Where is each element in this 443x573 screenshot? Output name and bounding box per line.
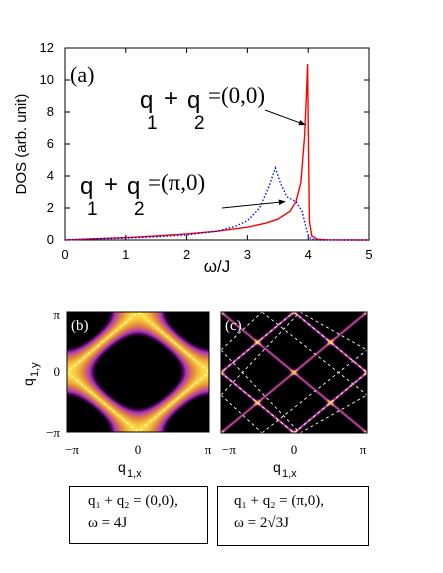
series-label-pi0-q2: q [127,173,140,200]
heatmap-image-c [221,312,367,433]
series-label-pi0: q 1 + q 2 =(π,0) [80,170,205,220]
series-label-pi0-sub1: 1 [87,199,98,220]
pointer-arrow-0 [264,109,306,126]
x-axis-sub-c: 1,x [282,468,297,480]
series-label-00-sub2: 2 [194,113,205,134]
series-label-pi0-plus: + [104,171,118,198]
y-tick-label-a: 6 [47,136,54,151]
x-tick-c-0: 0 [291,442,298,457]
x-axis-label-b: q [118,459,126,475]
series-label-pi0-value: =(π,0) [148,170,205,195]
y-tick-label-a: 2 [47,200,54,215]
y-tick-b-0: 0 [54,364,61,379]
y-tick-label-a: 10 [40,72,54,87]
guide-line-c-6 [261,311,368,396]
x-axis-label: ω/J [204,257,231,276]
series-label-pi0-sub2: 2 [134,199,145,220]
guide-line-c-7 [299,311,368,351]
x-tick-label-a: 0 [61,247,68,262]
series-label-00: q 1 + q 2 =(0,0) [140,83,265,134]
heatmap-c: (c) −π 0 π q 1,x [220,311,368,480]
caption-b-line1: q₁ + q₂ = (0,0), [88,493,178,509]
x-tick-label-a: 1 [122,247,129,262]
series-label-00-sub1: 1 [147,113,158,134]
series-line-0 [64,63,370,241]
y-tick-label-a: 0 [47,232,54,247]
y-tick-b-neg: −π [46,425,60,440]
x-tick-label-a: 5 [365,247,372,262]
series-label-00-plus: + [164,85,178,112]
x-tick-label-a: 3 [244,247,251,262]
y-tick-label-a: 12 [40,40,54,55]
caption-box-b: q₁ + q₂ = (0,0), ω = 4J [69,486,208,544]
caption-c-line1: q₁ + q₂ = (π,0), [234,493,324,509]
pointer-arrow-1 [221,199,286,209]
series-label-00-q1: q [140,87,153,114]
x-tick-b-neg: −π [65,442,79,457]
y-axis-label: DOS (arb. unit) [13,94,30,195]
heatmap-image-b [67,312,209,432]
guide-line-c-1 [220,311,301,396]
plot-frame-a [64,47,370,241]
caption-box-c: q₁ + q₂ = (π,0), ω = 2√3J [217,486,369,546]
series-label-00-q2: q [187,87,200,114]
y-axis-label-b: q 1,y [20,362,41,386]
plot-frame-c [220,311,368,434]
caption-c-line2: ω = 2√3J [234,515,289,531]
x-tick-b-pos: π [205,442,212,457]
y-axis-label-b-q: q [20,378,36,386]
series-label-pi0-q1: q [80,173,93,200]
panel-label-c: (c) [225,318,242,334]
x-tick-label-a: 4 [305,247,312,262]
guide-line-c-3 [299,394,368,434]
guide-line-c-2 [261,349,368,434]
plot-frame-b [66,311,210,433]
x-tick-b-0: 0 [135,442,142,457]
y-tick-label-a: 4 [47,168,54,183]
x-axis-sub-b: 1,x [127,468,142,480]
y-axis-sub-b: 1,y [29,362,41,377]
series-line-1 [64,165,369,241]
guide-line-c-4 [220,349,301,434]
y-tick-b-pos: π [53,307,60,322]
x-tick-c-neg: −π [222,442,236,457]
x-tick-label-a: 2 [183,247,190,262]
y-tick-label-a: 8 [47,104,54,119]
x-tick-c-pos: π [360,442,367,457]
caption-b-line2: ω = 4J [88,515,128,531]
panel-label-a: (a) [70,62,94,87]
heatmap-b: (b) 0 −π π π 0 −π q 1,x q 1,y [20,307,212,480]
panel-label-b: (b) [71,318,89,334]
guide-diamond-0 [66,311,210,433]
x-axis-label-c: q [273,459,281,475]
series-label-00-value: =(0,0) [208,83,265,108]
